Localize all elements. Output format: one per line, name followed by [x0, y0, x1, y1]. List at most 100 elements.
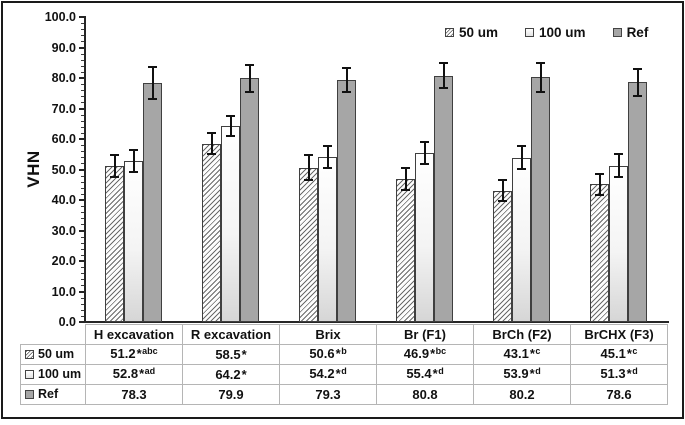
- y-tick-label: 10.0: [51, 284, 76, 299]
- error-bar-cap: [401, 166, 410, 169]
- error-bar: [345, 67, 348, 93]
- error-bar: [617, 153, 620, 178]
- error-bar: [132, 149, 135, 173]
- x-axis-line: [84, 321, 669, 323]
- y-tick-label: 20.0: [51, 254, 76, 268]
- legend-item: Ref: [612, 25, 649, 40]
- y-minor-tick-mark: [81, 23, 85, 25]
- error-bar-cap: [633, 94, 642, 97]
- table-cell: 79.3: [279, 384, 377, 405]
- hatched-swatch-icon: [25, 350, 34, 359]
- error-bar-cap: [245, 63, 254, 66]
- table-row-label: 50 um: [20, 344, 86, 365]
- y-minor-tick-mark: [81, 212, 85, 214]
- y-minor-tick-mark: [81, 53, 85, 55]
- legend-item: 100 um: [525, 25, 586, 40]
- table-cell: 45.1*c: [570, 344, 668, 365]
- error-bar: [539, 62, 542, 93]
- y-minor-tick-mark: [81, 163, 85, 165]
- table-cell: 46.9*bc: [376, 344, 474, 365]
- y-minor-tick-mark: [81, 120, 85, 122]
- y-minor-tick-mark: [81, 102, 85, 104]
- error-bar: [501, 180, 504, 201]
- bar-Ref: [434, 75, 453, 322]
- y-minor-tick-mark: [81, 132, 85, 134]
- bar-50-um: [105, 165, 124, 322]
- table-header-cell: R excavation: [182, 324, 280, 345]
- y-minor-tick-mark: [81, 193, 85, 195]
- bar-Ref: [143, 83, 162, 322]
- bar-Ref: [240, 78, 259, 322]
- bar-50-um: [299, 167, 318, 322]
- legend-item: 50 um: [445, 25, 498, 40]
- y-minor-tick-mark: [81, 309, 85, 311]
- bar-50-um: [590, 184, 609, 322]
- y-minor-tick-mark: [81, 181, 85, 183]
- y-minor-tick-mark: [81, 41, 85, 43]
- error-bar-cap: [420, 162, 429, 165]
- y-tick-label: 60.0: [51, 132, 76, 146]
- y-minor-tick-mark: [81, 29, 85, 31]
- table-row: 100 um 52.8*ad 64.2* 54.2*d 55.4*d 53.9*d 51.3…: [20, 364, 668, 385]
- y-minor-tick-mark: [81, 315, 85, 317]
- legend-item-label: 100 um: [539, 25, 586, 40]
- bar-50-um: [396, 178, 415, 322]
- y-tick-mark: [79, 199, 85, 201]
- y-minor-tick-mark: [81, 65, 85, 67]
- error-bar-cap: [614, 176, 623, 179]
- y-tick-mark: [79, 260, 85, 262]
- bar-100-um: [609, 165, 628, 322]
- table-corner-cell: [21, 325, 86, 345]
- table-cell: 55.4*d: [376, 364, 474, 385]
- y-minor-tick-mark: [81, 218, 85, 220]
- bar-100-um: [221, 126, 240, 322]
- light-swatch-icon: [525, 28, 535, 37]
- y-tick-mark: [79, 16, 85, 18]
- y-tick-mark: [79, 46, 85, 49]
- error-bar-cap: [498, 179, 507, 182]
- y-tick-mark: [79, 290, 85, 293]
- y-tick-mark: [79, 77, 85, 79]
- y-tick-label: 90.0: [51, 40, 76, 55]
- error-bar-cap: [110, 175, 119, 178]
- table-cell: 78.3: [85, 384, 183, 405]
- ref-swatch-icon: [612, 28, 622, 37]
- y-tick-mark: [79, 321, 85, 323]
- y-tick-label: 50.0: [51, 162, 76, 177]
- error-bar: [326, 145, 329, 168]
- error-bar-cap: [517, 168, 526, 171]
- error-bar: [636, 68, 639, 96]
- bar-50-um: [202, 143, 221, 322]
- y-tick-mark: [79, 229, 85, 232]
- y-minor-tick-mark: [81, 236, 85, 238]
- error-bar-cap: [342, 91, 351, 94]
- table-header-cell: BrCh (F2): [473, 324, 571, 345]
- error-bar-cap: [498, 199, 507, 202]
- error-bar: [442, 62, 445, 89]
- y-tick-mark: [79, 138, 85, 140]
- error-bar-cap: [207, 153, 216, 156]
- y-minor-tick-mark: [81, 224, 85, 226]
- error-bar-cap: [304, 178, 313, 181]
- error-bar-cap: [614, 152, 623, 155]
- error-bar-cap: [342, 66, 351, 69]
- y-minor-tick-mark: [81, 206, 85, 208]
- chart-legend: 50 um 100 um Ref: [445, 25, 648, 40]
- legend-item-label: 50 um: [459, 25, 499, 40]
- error-bar-cap: [304, 154, 313, 157]
- y-minor-tick-mark: [81, 242, 85, 244]
- table-cell: 53.9*d: [473, 364, 571, 385]
- y-minor-tick-mark: [81, 145, 85, 147]
- error-bar-cap: [148, 98, 157, 101]
- error-bar-cap: [517, 145, 526, 147]
- y-minor-tick-mark: [81, 187, 85, 189]
- error-bar: [404, 167, 407, 191]
- y-minor-tick-mark: [81, 151, 85, 153]
- y-minor-tick-mark: [81, 35, 85, 37]
- y-tick-label: 70.0: [51, 101, 76, 116]
- table-row-label: Ref: [20, 384, 86, 405]
- table-cell: 51.3*d: [570, 364, 668, 385]
- legend-item-label: Ref: [626, 25, 649, 40]
- table-cell: 50.6*b: [279, 344, 377, 365]
- y-minor-tick-mark: [81, 303, 85, 305]
